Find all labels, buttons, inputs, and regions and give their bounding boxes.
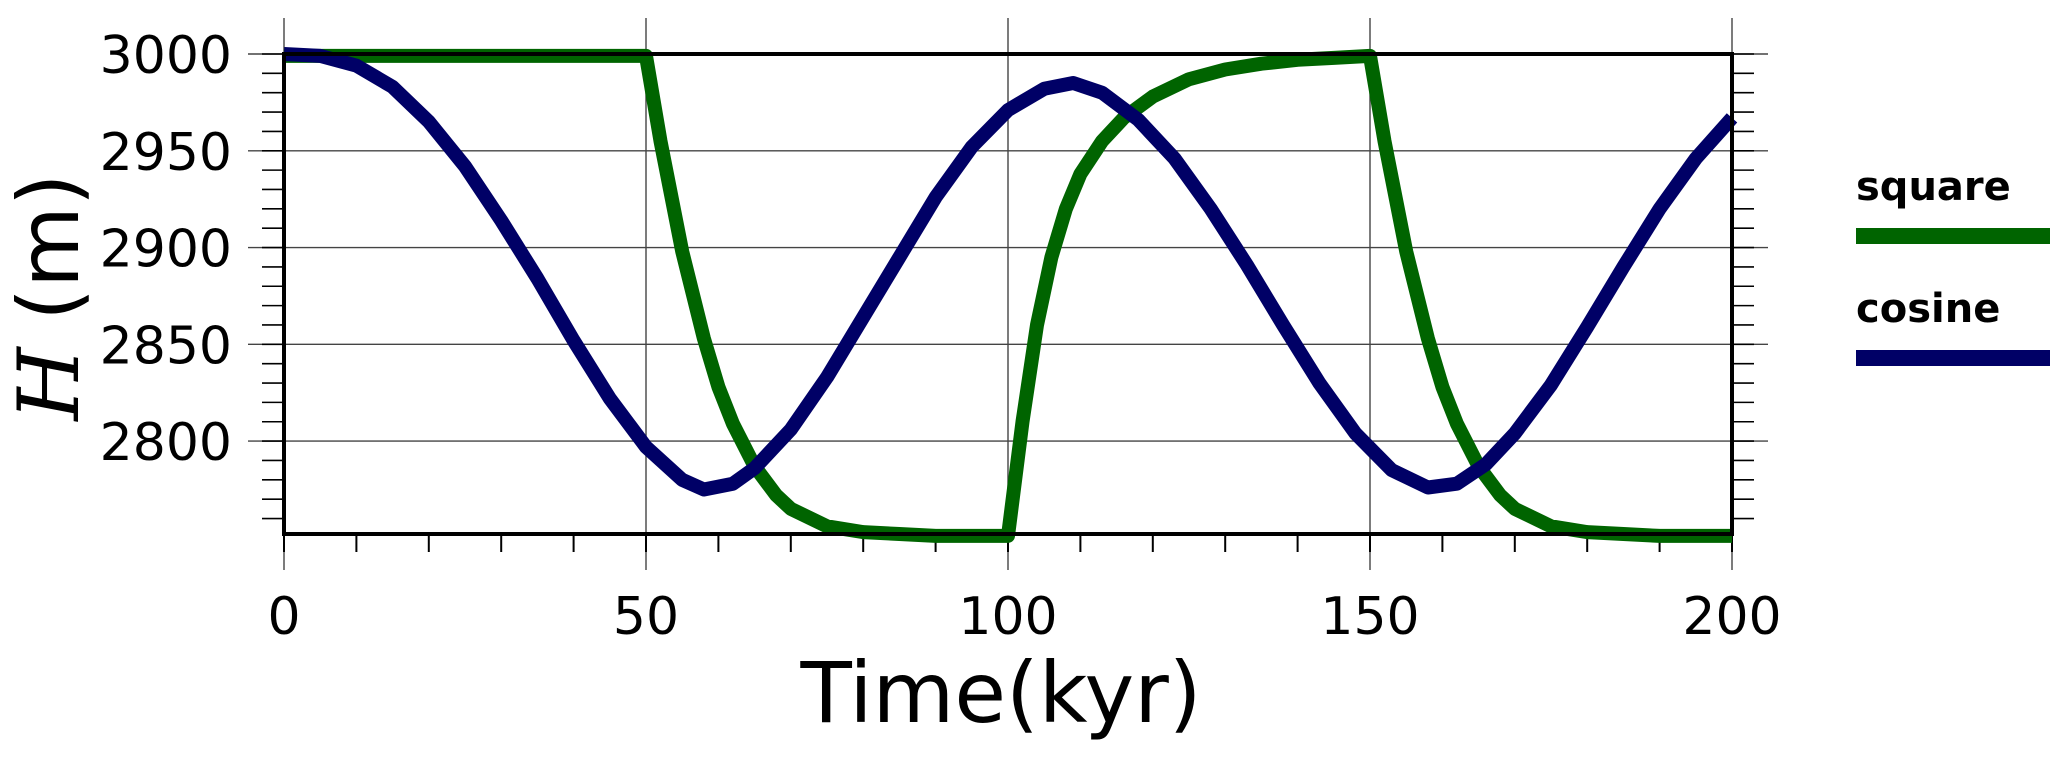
y-tick-label: 2900: [100, 220, 232, 280]
y-tick-label: 2850: [100, 316, 232, 376]
x-tick-label: 100: [958, 587, 1057, 647]
y-tick-label: 3000: [100, 26, 232, 86]
y-axis-title: H (m): [0, 173, 98, 422]
plot-frame: [282, 52, 1734, 536]
x-tick-label: 150: [1320, 587, 1419, 647]
x-tick-label: 0: [267, 587, 300, 647]
y-axis-unit: (m): [0, 173, 98, 320]
series-lines: [283, 47, 1738, 543]
legend-label-cosine: cosine: [1856, 286, 2000, 332]
x-axis-title: Time(kyr): [799, 644, 1201, 742]
x-tick-label: 50: [613, 587, 679, 647]
y-axis-variable: H: [0, 346, 98, 423]
minor-ticks: [262, 53, 1754, 552]
x-tick-label: 200: [1682, 587, 1781, 647]
legend-label-square: square: [1856, 164, 2011, 210]
y-tick-label: 2800: [100, 413, 232, 473]
series-line-cosine: [283, 47, 1738, 497]
legend: square cosine: [1856, 164, 2050, 366]
tick-labels: 0 50 100 150 200 2800 2850 2900 2950 3000: [100, 26, 1782, 647]
y-tick-label: 2950: [100, 123, 232, 183]
